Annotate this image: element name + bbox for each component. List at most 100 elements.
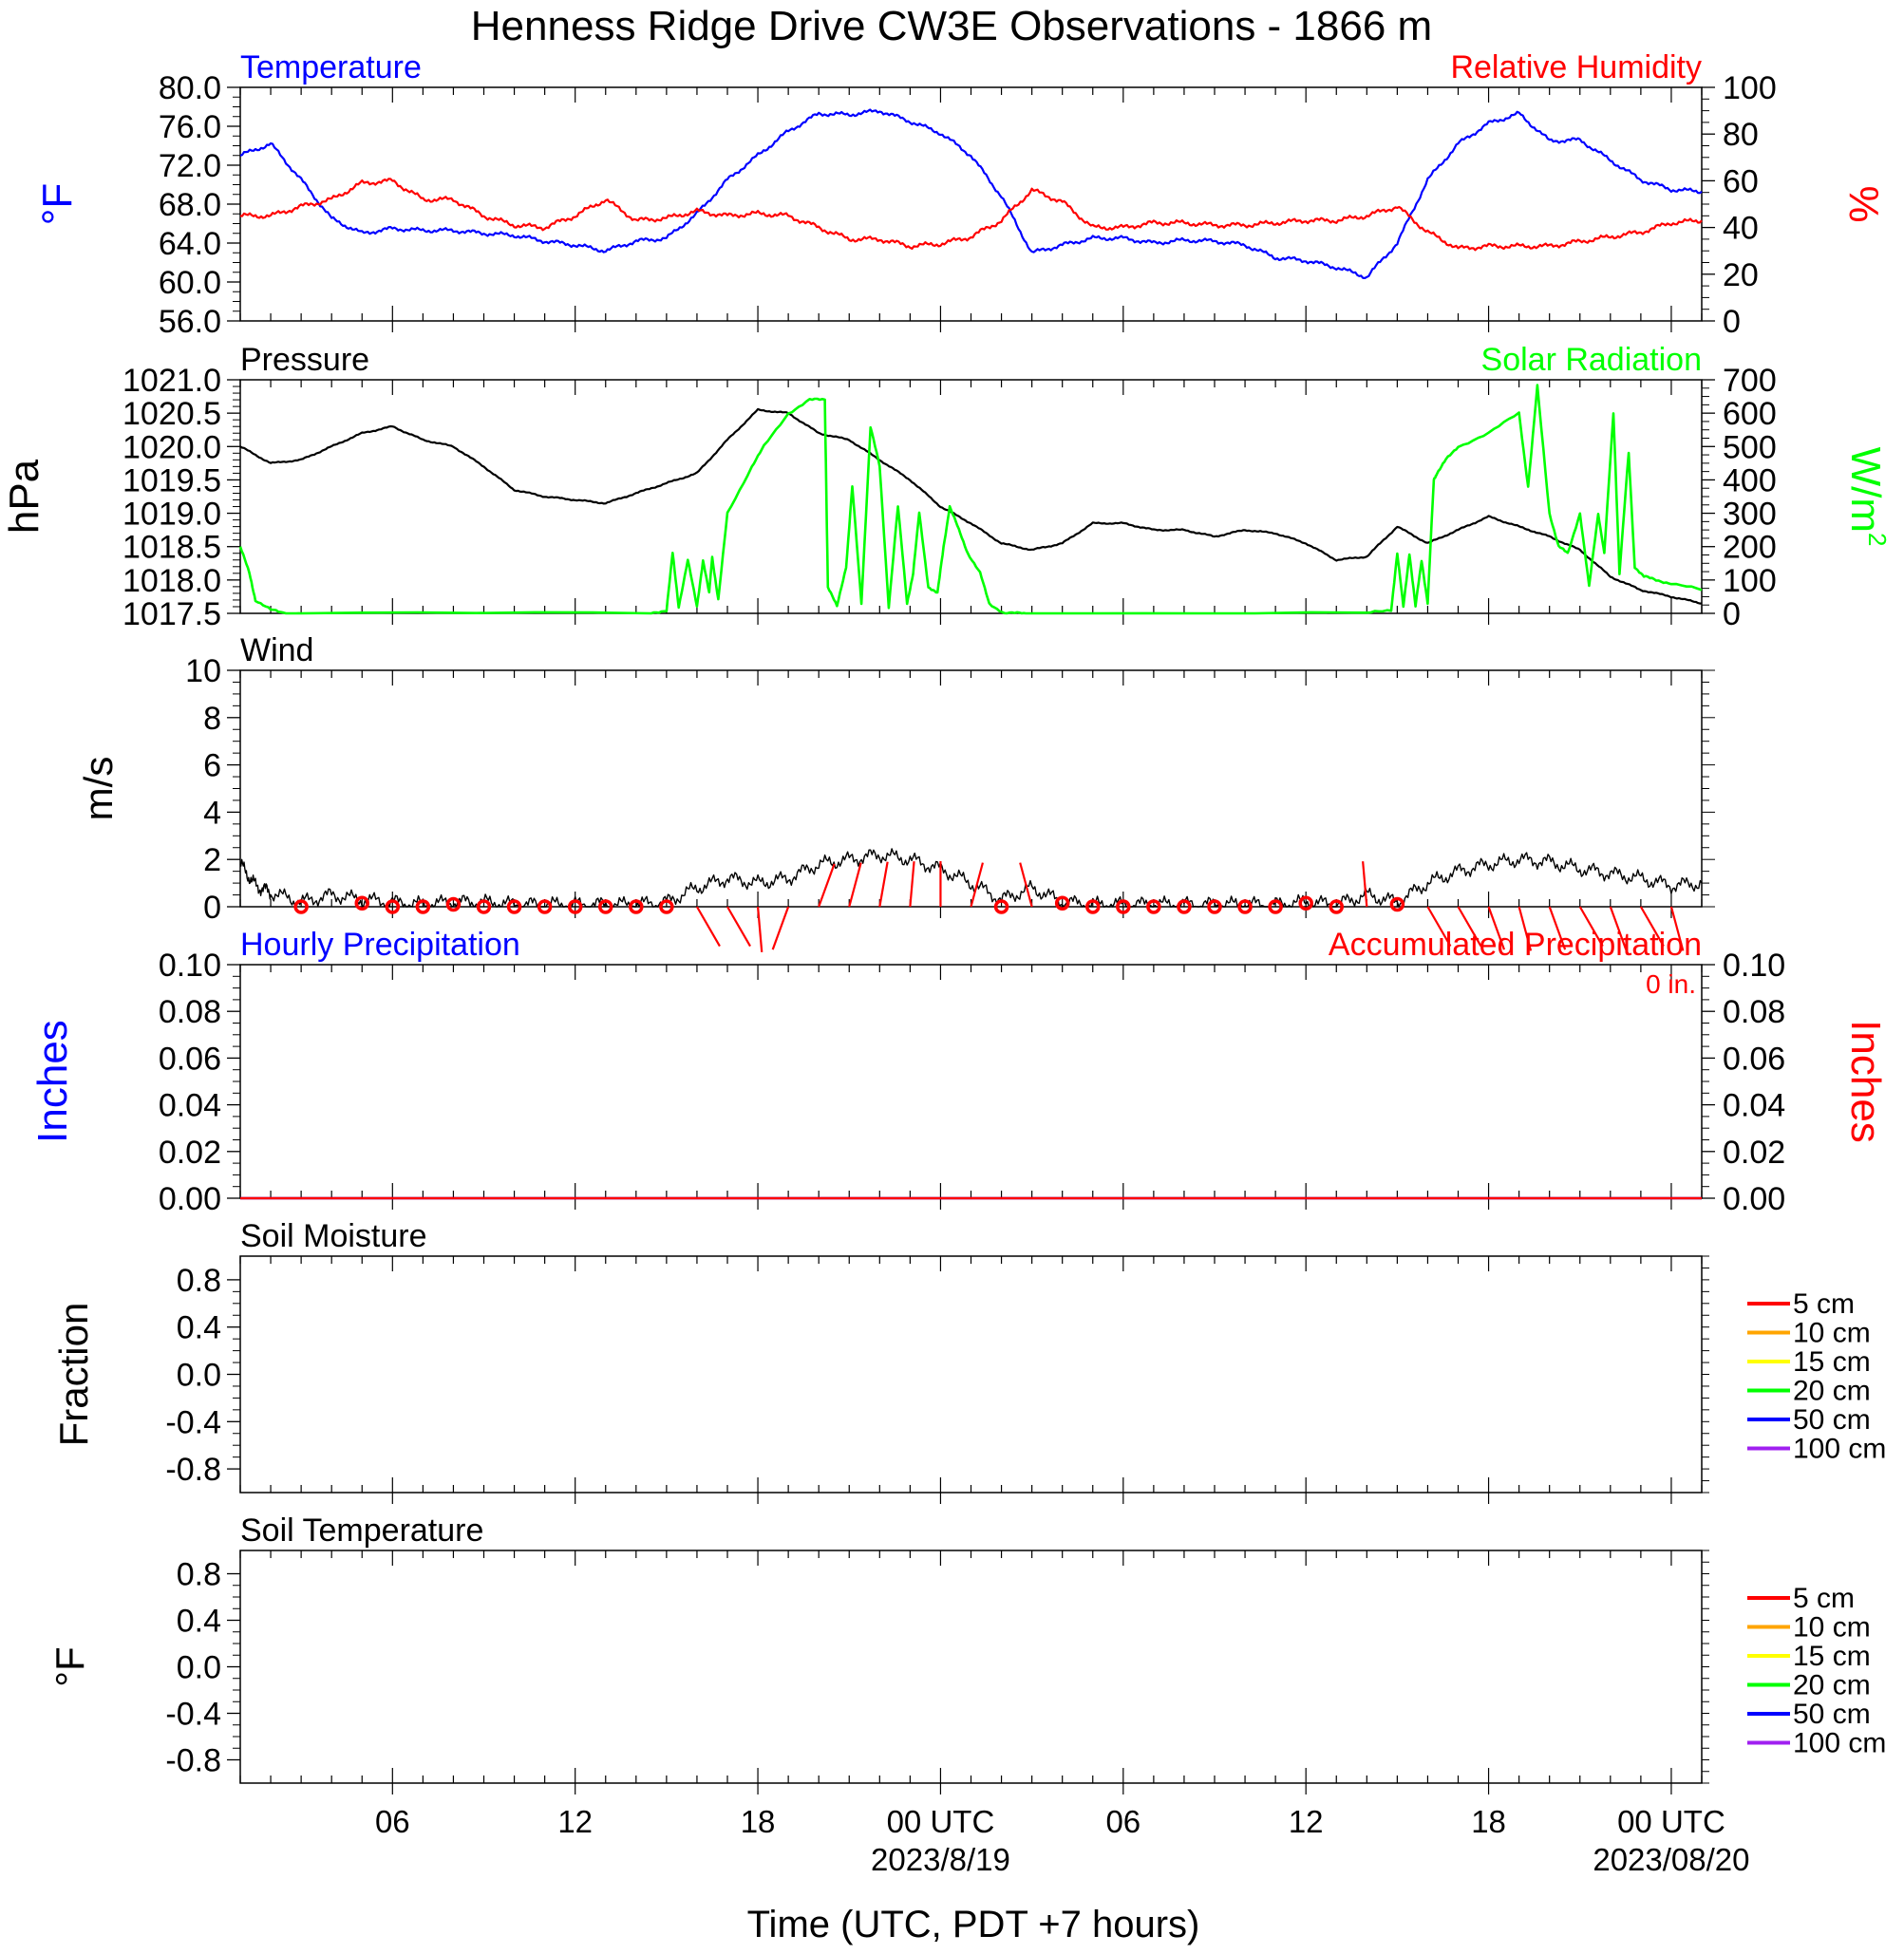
chart-panels: Temperature Relative Humidity80.076.072.0… [1,49,1892,1794]
left-y-tick-label: -0.4 [165,1404,221,1440]
legend-label: 15 cm [1793,1346,1871,1378]
wind-barb [909,861,915,908]
panel-title-right: Relative Humidity [1450,49,1702,85]
left-y-tick-label: 0.0 [177,1358,221,1394]
wind-barb [771,906,790,950]
right-axis-unit: Inches [1842,1020,1889,1143]
x-tick-label: 12 [557,1804,593,1839]
left-y-tick-label: 1019.0 [123,497,221,533]
left-y-tick-label: 0.8 [177,1557,221,1593]
panel-title-left: Temperature [240,49,422,85]
wind-calm-circle [537,899,553,914]
wind-calm-circle [598,899,613,914]
left-y-tick-label: -0.8 [165,1743,221,1779]
wind-calm-circle [659,899,674,914]
x-tick-label: 12 [1289,1804,1324,1839]
left-y-tick-label: 0.10 [159,948,221,984]
left-y-tick-label: 4 [203,795,221,831]
wind-barb [1548,906,1567,950]
wind-barb [1362,861,1368,908]
x-tick-label: 06 [375,1804,410,1839]
legend-label: 20 cm [1793,1376,1871,1407]
legend-label: 15 cm [1793,1641,1871,1672]
left-y-tick-label: -0.8 [165,1452,221,1488]
panel-title-left: Wind [240,632,313,668]
left-y-tick-label: -0.4 [165,1697,221,1733]
right-y-tick-label: 0 [1723,304,1741,340]
wind-calm-circle [1146,899,1161,914]
wind-calm-circle [506,899,522,914]
wind-calm-circle [1237,899,1253,914]
panel-title-left: Soil Moisture [240,1218,427,1254]
wind-calm-circle [1298,895,1313,911]
right-y-tick-label: 500 [1723,429,1777,465]
series-line-temperature [239,108,1703,279]
wind-barb [1457,906,1482,948]
legend-label: 20 cm [1793,1670,1871,1701]
left-y-tick-label: 1020.5 [123,396,221,432]
accumulated-total-label: 0 in. [1646,969,1696,999]
x-tick-label: 00 UTC [887,1804,995,1839]
wind-barb [1578,906,1604,948]
wind-calm-circle [1054,895,1070,911]
wind-barb [695,906,721,948]
wind-calm-circle [476,899,492,914]
wind-barb [756,906,763,952]
panel-temperature-humidity: Temperature Relative Humidity 80.076.072.0… [34,49,1887,340]
panel-pressure-solar: Pressure Solar Radiation 1021.01020.51020.… [1,342,1892,632]
wind-barb [1639,906,1665,948]
left-y-tick-label: 0.00 [159,1181,221,1217]
right-y-tick-label: 400 [1723,462,1777,498]
x-tick-label: 18 [741,1804,776,1839]
wind-barb [1669,906,1685,951]
left-y-tick-label: 8 [203,701,221,737]
left-y-tick-label: 0.02 [159,1135,221,1171]
wind-calm-circle [567,899,583,914]
left-y-tick-label: 1017.5 [123,596,221,632]
panel-title-left: Soil Temperature [240,1512,483,1549]
left-y-tick-label: 0 [203,890,221,926]
left-y-tick-label: 0.08 [159,994,221,1030]
right-y-tick-label: 0.04 [1723,1088,1785,1124]
right-axis-unit: W/m2 [1842,447,1892,547]
right-y-tick-label: 60 [1723,163,1759,199]
wind-calm-circle [993,899,1009,914]
legend-label: 100 cm [1793,1728,1886,1759]
wind-barb [848,862,862,908]
right-axis-unit: % [1840,185,1887,222]
left-axis-unit: °F [47,1646,92,1686]
left-y-tick-label: 1019.5 [123,462,221,498]
left-y-tick-label: 1018.0 [123,563,221,599]
x-date-label: 2023/8/19 [871,1842,1010,1877]
wind-calm-circle [445,896,462,912]
left-y-tick-label: 56.0 [159,304,221,340]
x-tick-label: 06 [1105,1804,1141,1839]
wind-barb [1426,906,1452,948]
wind-calm-circle [385,899,401,914]
left-y-tick-label: 1020.0 [123,429,221,465]
wind-calm-circle [1329,899,1344,914]
left-y-tick-label: 1018.5 [123,530,221,566]
left-y-tick-label: 76.0 [159,109,221,145]
panel-wind: Wind 10 8 6 4 2 0 m/s [76,632,1715,952]
wind-barb [1487,906,1506,950]
right-y-tick-label: 0.08 [1723,994,1785,1030]
right-y-tick-label: 600 [1723,396,1777,432]
wind-calm-circle [1268,899,1283,914]
left-y-tick-label: 0.06 [159,1041,221,1077]
right-y-tick-label: 100 [1723,70,1777,106]
series-line-solar [238,384,1703,615]
legend-label: 100 cm [1793,1434,1886,1465]
left-y-tick-label: 1021.0 [123,363,221,399]
legend-label: 50 cm [1793,1404,1871,1436]
x-date-label: 2023/08/20 [1593,1842,1749,1877]
wind-calm-circle [1085,899,1101,914]
right-y-tick-label: 100 [1723,563,1777,599]
left-y-tick-label: 0.0 [177,1650,221,1686]
x-tick-label: 00 UTC [1617,1804,1725,1839]
wind-barb [970,862,984,908]
left-y-tick-label: 0.04 [159,1088,221,1124]
